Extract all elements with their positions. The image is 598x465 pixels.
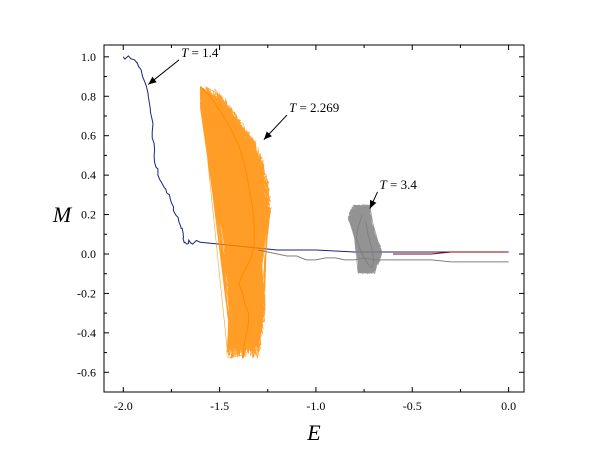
series-3-line [257,249,509,263]
annotation-label: T = 3.4 [380,177,418,192]
x-tick-label: -2.0 [114,399,133,413]
annotation-label: T = 2.269 [289,100,339,115]
x-tick-label: -1.5 [210,399,229,413]
y-tick-label: -0.4 [77,326,96,340]
series-2 [347,204,383,275]
y-tick-label: 0.8 [81,89,96,103]
x-tick-label: 0.0 [501,399,516,413]
x-axis-title: E [306,420,321,445]
annotation-label: T = 1.4 [181,45,219,60]
annotation-arrowhead [263,131,272,140]
series-2-cloud [347,204,383,275]
series-1-line [199,86,255,359]
x-tick-label: -1.0 [306,399,325,413]
data-series-layer [122,55,509,360]
y-tick-label: 0.4 [81,168,96,182]
series-0 [122,55,509,253]
annotation-arrowhead [369,199,377,209]
y-tick-label: -0.2 [77,286,96,300]
y-tick-label: 1.0 [81,50,96,64]
annotation-arrowhead [148,76,157,85]
series-3 [257,249,509,263]
y-axis-title: M [52,202,73,227]
series-0-line [122,55,509,253]
series-2-line [355,214,375,269]
series-1-cloud [199,86,272,360]
y-tick-label: -0.6 [77,365,96,379]
y-tick-label: 0.2 [81,208,96,222]
series-1 [199,86,272,360]
x-tick-label: -0.5 [403,399,422,413]
annotations-layer: T = 1.4 T = 2.269 T = 3.4 [147,45,418,209]
series-4-line [393,251,509,255]
plot-frame [103,44,525,393]
y-tick-label: 0.6 [81,129,96,143]
y-tick-label: 0.0 [81,247,96,261]
axes-layer: -2.0 -1.5 -1.0 -0.5 0.0 -0.6 -0.4 -0.2 0.0 0.2 0.4… [77,45,524,413]
series-4 [393,251,509,255]
